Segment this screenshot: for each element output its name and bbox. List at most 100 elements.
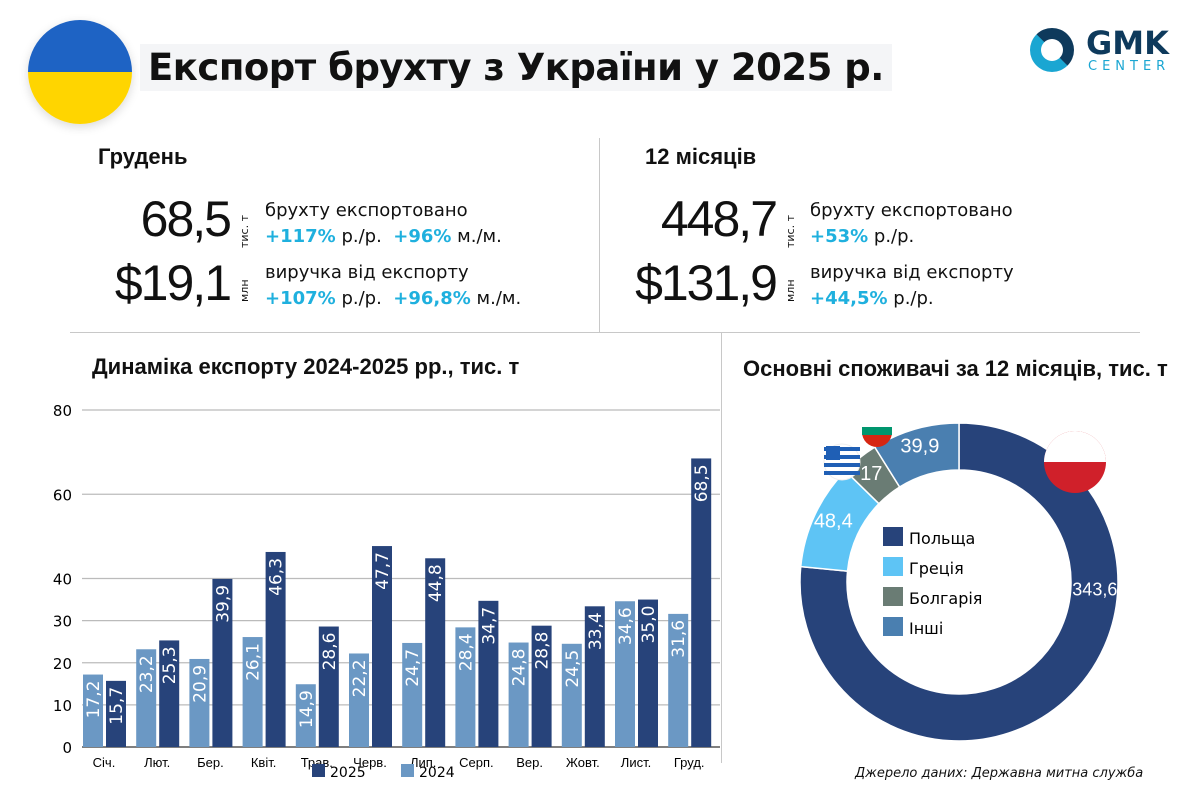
donut-slice-3 xyxy=(873,422,960,489)
divider xyxy=(599,138,600,332)
slice-value-label: 48,4 xyxy=(814,510,853,532)
legend-swatch xyxy=(883,557,903,576)
bulgaria-flag-icon xyxy=(862,412,892,447)
bar-2024 xyxy=(455,627,476,747)
bar-value-label: 68,5 xyxy=(692,464,712,502)
bar-value-label: 24,7 xyxy=(403,649,423,687)
bar-2025 xyxy=(584,606,605,747)
bar-2025 xyxy=(638,599,658,747)
y-tick-label: 20 xyxy=(53,655,72,673)
bar-value-label: 31,6 xyxy=(669,620,689,658)
legend-swatch xyxy=(883,527,903,546)
bar-value-label: 46,3 xyxy=(267,558,287,596)
flag-part xyxy=(1044,431,1106,462)
bar-2024 xyxy=(402,642,423,747)
y-tick-label: 10 xyxy=(53,697,72,715)
year-volume: 448,7 xyxy=(660,191,778,247)
bar-value-label: 39,9 xyxy=(213,585,233,623)
bar-2024 xyxy=(615,601,635,747)
bar-2024 xyxy=(295,684,316,747)
bar-value-label: 20,9 xyxy=(190,665,210,703)
x-tick-label: Квіт. xyxy=(251,755,277,770)
bar-value-label: 26,1 xyxy=(244,643,264,681)
bar-value-label: 28,6 xyxy=(320,633,340,671)
donut-slice-0 xyxy=(799,422,1119,742)
bar-value-label: 47,7 xyxy=(373,552,393,590)
december-volume-desc: брухту експортовано xyxy=(265,200,468,221)
year-volume-unit: тис. т xyxy=(784,214,797,248)
bar-chart-title: Динаміка експорту 2024-2025 рр., тис. т xyxy=(92,354,520,379)
x-tick-label: Черв. xyxy=(353,755,387,770)
x-tick-label: Вер. xyxy=(516,755,543,770)
bar-value-label: 24,8 xyxy=(510,649,530,687)
legend-swatch-2024 xyxy=(401,764,414,777)
bar-2024 xyxy=(508,642,529,747)
year-revenue-unit: млн xyxy=(784,279,797,302)
bar-2024 xyxy=(242,637,263,747)
bar-value-label: 15,7 xyxy=(107,687,127,725)
bar-2024 xyxy=(83,674,103,747)
legend-swatch xyxy=(883,617,903,636)
legend-swatch-2025 xyxy=(312,764,325,777)
logo-subtext: CENTER xyxy=(1088,59,1171,74)
bar-2025 xyxy=(106,680,126,747)
bar-2024 xyxy=(668,613,689,747)
greece-flag-icon xyxy=(823,443,861,481)
december-revenue-change: +107% р./р. +96,8% м./м. xyxy=(265,288,522,309)
year-revenue-desc: виручка від експорту xyxy=(810,262,1014,283)
y-tick-label: 0 xyxy=(62,739,72,757)
y-tick-label: 30 xyxy=(53,613,72,631)
x-tick-label: Лют. xyxy=(144,755,170,770)
december-revenue: $19,1 xyxy=(114,255,232,311)
x-tick-label: Жовт. xyxy=(566,755,600,770)
bar-chart: 0 10 20 30 40 60 80 17,2 15,7 Січ. 23,2 25,3 Лют. 20,… xyxy=(53,402,720,781)
bar-2024 xyxy=(189,658,210,747)
flag-part xyxy=(826,446,840,460)
bar-2025 xyxy=(691,458,712,747)
logo-text: GMK xyxy=(1086,24,1169,62)
poland-flag-icon xyxy=(1044,431,1106,493)
legend-label-2024: 2024 xyxy=(419,765,455,781)
x-tick-label: Груд. xyxy=(674,755,705,770)
bar-value-label: 17,2 xyxy=(84,681,104,719)
slice-value-label: 17 xyxy=(860,463,882,485)
flag-part xyxy=(824,455,860,459)
divider xyxy=(70,332,1140,333)
december-volume-unit: тис. т xyxy=(238,214,251,248)
bar-2025 xyxy=(478,600,499,747)
bar-value-label: 14,9 xyxy=(297,690,317,728)
y-tick-label: 40 xyxy=(53,571,72,589)
page-title: Експорт брухту з України у 2025 р. xyxy=(140,44,892,91)
year-revenue: $131,9 xyxy=(635,255,778,311)
ukraine-flag-icon xyxy=(28,20,132,124)
year-heading: 12 місяців xyxy=(645,144,757,169)
bar-value-label: 28,4 xyxy=(456,633,476,671)
bar-2024 xyxy=(349,653,369,747)
year-volume-change: +53% р./р. xyxy=(810,226,915,247)
bar-2025 xyxy=(531,625,552,747)
flag-part xyxy=(824,463,860,467)
flag-part xyxy=(862,427,892,435)
year-revenue-change: +44,5% р./р. xyxy=(810,288,934,309)
x-tick-label: Серп. xyxy=(459,755,494,770)
bar-2024 xyxy=(561,643,582,747)
bar-value-label: 35,0 xyxy=(639,606,659,644)
donut-chart: 343,6 Польща 48,4 Греція 17 Болгарія 39,9 Інші xyxy=(799,412,1119,742)
source-note: Джерело даних: Державна митна служба xyxy=(855,766,1144,781)
logo-ring-icon xyxy=(1030,28,1074,72)
legend-label: Польща xyxy=(909,529,975,548)
bar-2025 xyxy=(372,546,392,747)
bar-2025 xyxy=(265,551,286,747)
bar-value-label: 33,4 xyxy=(586,612,606,650)
y-tick-label: 60 xyxy=(53,486,72,504)
bar-2024 xyxy=(136,649,157,747)
bar-2025 xyxy=(159,640,180,747)
year-volume-desc: брухту експортовано xyxy=(810,200,1013,221)
bar-value-label: 44,8 xyxy=(426,564,446,602)
slice-value-label: 343,6 xyxy=(1072,580,1117,600)
bar-value-label: 34,6 xyxy=(616,607,636,645)
x-tick-label: Січ. xyxy=(93,755,116,770)
legend-label: Греція xyxy=(909,559,964,578)
bar-value-label: 23,2 xyxy=(137,655,157,693)
bar-value-label: 24,5 xyxy=(563,650,583,688)
